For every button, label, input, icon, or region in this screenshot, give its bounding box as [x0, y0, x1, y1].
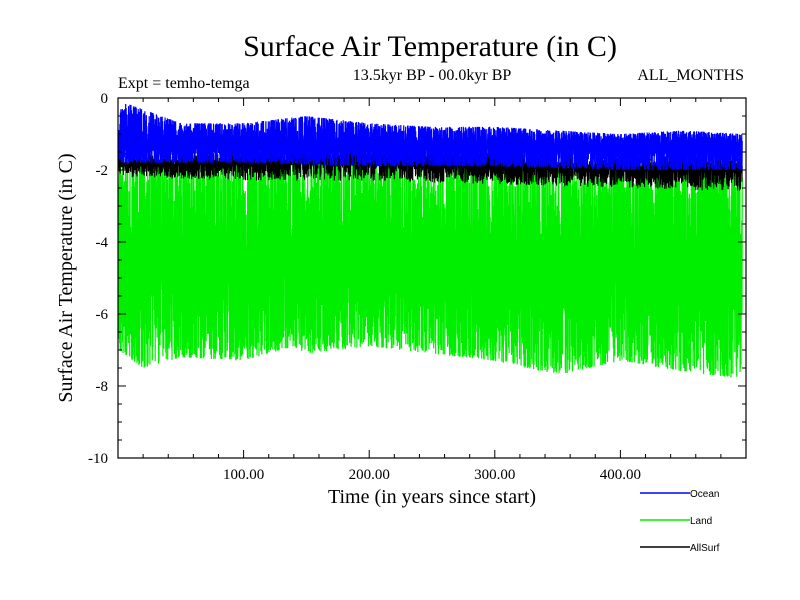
experiment-label: Expt = temho-temga [118, 75, 250, 92]
y-tick-label: -2 [96, 163, 109, 179]
y-tick-label: -4 [96, 235, 109, 251]
legend: Ocean Land AllSurf [640, 489, 720, 554]
x-tick-label: 300.00 [474, 467, 515, 483]
x-tick-label: 100.00 [223, 467, 264, 483]
y-tick-label: -10 [88, 451, 108, 467]
chart-title: Surface Air Temperature (in C) [243, 30, 617, 63]
x-tick-label: 400.00 [600, 467, 641, 483]
legend-label-allsurf: AllSurf [690, 543, 720, 554]
x-tick-label: 200.00 [349, 467, 390, 483]
x-axis-label: Time (in years since start) [328, 486, 536, 508]
chart-subtitle: 13.5kyr BP - 00.0kyr BP [353, 67, 512, 84]
y-axis-label: Surface Air Temperature (in C) [55, 153, 77, 402]
legend-label-land: Land [690, 516, 712, 527]
ticks-layer: 100.00 200.00 300.00 400.00 0 -2 -4 -6 -8 -10 [88, 91, 746, 483]
series-line-land [118, 152, 743, 378]
series-layer [118, 103, 743, 378]
legend-label-ocean: Ocean [690, 489, 719, 500]
y-tick-label: -8 [96, 379, 109, 395]
plot-area: 100.00 200.00 300.00 400.00 0 -2 -4 -6 -8 -10 [88, 91, 747, 483]
y-tick-label: 0 [101, 91, 109, 107]
y-tick-label: -6 [96, 307, 109, 323]
months-label: ALL_MONTHS [637, 67, 744, 84]
series-line-ocean [118, 103, 743, 171]
